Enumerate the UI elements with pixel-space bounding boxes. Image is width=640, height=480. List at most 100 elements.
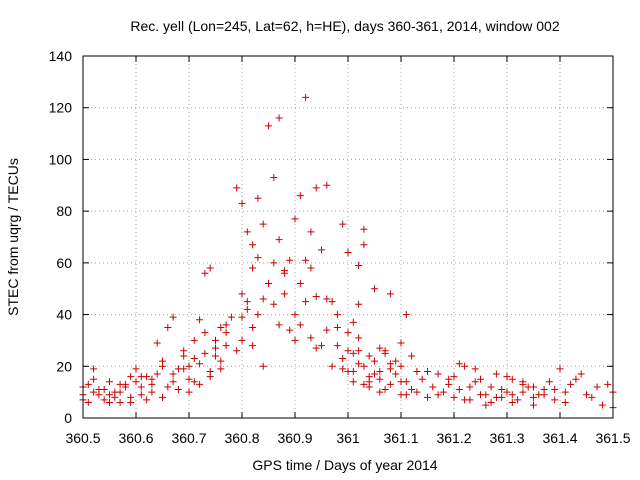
data-point xyxy=(487,383,495,391)
y-tick-labels: 0 20 40 60 80 100 120 140 xyxy=(49,48,73,426)
data-point xyxy=(466,383,474,391)
data-point xyxy=(148,380,156,388)
data-point xyxy=(503,388,511,396)
data-point xyxy=(371,357,378,365)
data-point xyxy=(227,313,235,321)
data-point xyxy=(344,329,352,337)
y-axis-label: STEC from uqrg / TECUs xyxy=(5,158,21,316)
data-point xyxy=(143,396,151,404)
data-point xyxy=(561,388,569,396)
data-point xyxy=(233,347,241,355)
data-point xyxy=(185,375,193,383)
data-point xyxy=(424,367,431,375)
data-point xyxy=(323,326,331,334)
data-point xyxy=(318,342,325,350)
data-point xyxy=(397,339,405,347)
data-point xyxy=(280,269,288,277)
x-tick-labels: 360.5 360.6 360.7 360.8 360.9 361 361.1 361.2 36… xyxy=(65,430,630,446)
data-point xyxy=(455,360,463,368)
data-point xyxy=(116,388,124,396)
data-point xyxy=(254,311,262,319)
data-point xyxy=(137,373,145,381)
data-point xyxy=(137,391,145,399)
y-tick-label: 40 xyxy=(56,307,72,323)
data-point xyxy=(127,398,135,406)
data-point xyxy=(312,292,320,300)
data-point xyxy=(365,378,373,386)
data-point xyxy=(212,344,219,352)
data-point xyxy=(249,264,257,272)
data-point xyxy=(371,370,378,378)
data-point xyxy=(270,300,278,308)
data-point xyxy=(259,362,267,370)
data-point xyxy=(206,373,214,381)
data-point xyxy=(196,360,204,368)
data-point xyxy=(206,264,214,272)
data-point xyxy=(132,365,140,373)
chart-title: Rec. yell (Lon=245, Lat=62, h=HE), days … xyxy=(130,18,559,34)
data-point xyxy=(201,329,209,337)
data-point xyxy=(402,391,410,399)
data-point xyxy=(344,347,352,355)
data-point xyxy=(270,174,278,182)
data-point xyxy=(201,269,209,277)
data-point xyxy=(349,367,357,375)
data-point xyxy=(339,220,347,228)
data-point xyxy=(259,220,267,228)
x-tick-label: 361.5 xyxy=(595,430,630,446)
data-point xyxy=(238,199,246,207)
data-point xyxy=(360,225,368,233)
x-tick-label: 361.2 xyxy=(436,430,471,446)
y-tick-label: 140 xyxy=(49,48,73,64)
data-point xyxy=(296,280,304,288)
data-point xyxy=(461,362,469,370)
data-point xyxy=(159,362,166,370)
data-point xyxy=(312,344,320,352)
data-point xyxy=(111,393,119,401)
data-point xyxy=(302,93,310,101)
y-tick-label: 20 xyxy=(56,358,72,374)
data-point xyxy=(265,280,272,288)
data-point xyxy=(386,380,394,388)
data-point xyxy=(376,388,384,396)
data-point xyxy=(153,370,161,378)
data-point xyxy=(349,378,357,386)
data-point xyxy=(477,375,484,383)
data-point xyxy=(376,375,384,383)
data-point xyxy=(243,228,251,236)
data-points xyxy=(79,93,617,412)
data-point xyxy=(90,388,98,396)
data-point xyxy=(583,391,590,399)
data-point xyxy=(148,388,156,396)
data-point xyxy=(439,388,447,396)
data-point xyxy=(238,290,246,298)
data-point xyxy=(302,256,310,264)
data-point xyxy=(291,215,299,223)
data-point xyxy=(307,264,315,272)
data-point xyxy=(604,380,612,388)
x-tick-label: 361.4 xyxy=(542,430,577,446)
data-point xyxy=(302,298,310,306)
data-point xyxy=(503,373,511,381)
data-point xyxy=(482,401,490,409)
data-point xyxy=(164,383,172,391)
data-point xyxy=(174,386,182,394)
data-point xyxy=(434,391,442,399)
data-point xyxy=(84,380,92,388)
data-point xyxy=(339,355,347,363)
data-point xyxy=(487,398,495,406)
data-point xyxy=(190,336,198,344)
data-point xyxy=(471,365,479,373)
data-point xyxy=(551,386,559,394)
data-point xyxy=(355,334,363,342)
data-point xyxy=(212,336,219,344)
data-point xyxy=(556,365,564,373)
data-point xyxy=(296,192,304,200)
axis-ticks xyxy=(82,55,614,419)
data-point xyxy=(270,259,278,267)
data-point xyxy=(291,336,299,344)
data-point xyxy=(593,383,601,391)
data-point xyxy=(217,324,225,331)
grid-lines xyxy=(83,56,613,418)
y-tick-label: 80 xyxy=(56,203,72,219)
